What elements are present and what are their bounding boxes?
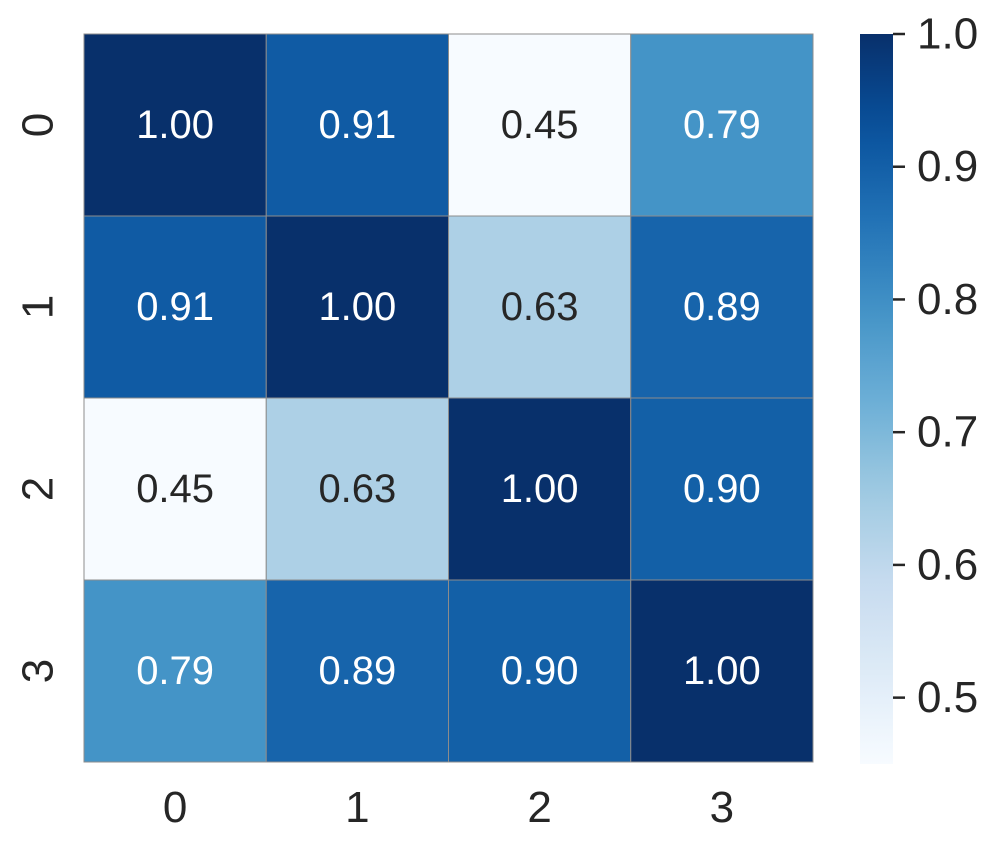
colorbar-tick-label-3: 0.8: [917, 275, 978, 324]
heatmap-cell-1-0: [83, 215, 267, 399]
x-tick-label-2: 2: [527, 783, 551, 832]
heatmap-cell-label-2-1: 0.63: [318, 467, 396, 511]
heatmap-cell-label-1-3: 0.89: [683, 285, 761, 329]
y-axis: 0 1 2 3: [14, 113, 63, 683]
y-tick-label-1: 1: [14, 295, 63, 319]
y-tick-label-0: 0: [14, 113, 63, 137]
y-tick-label-3: 3: [14, 659, 63, 683]
heatmap-cell-3-3: [630, 579, 814, 763]
colorbar-tick-label-1: 0.6: [917, 540, 978, 589]
y-tick-label-2: 2: [14, 477, 63, 501]
heatmap-cell-label-1-0: 0.91: [136, 285, 214, 329]
colorbar-tick-label-5: 1.0: [917, 10, 978, 59]
colorbar-tick-label-0: 0.5: [917, 673, 978, 722]
heatmap-cell-label-0-3: 0.79: [683, 103, 761, 147]
heatmap-cell-label-2-0: 0.45: [136, 467, 214, 511]
heatmap-cell-labels: 1.00 0.91 0.45 0.79 0.91 1.00 0.63 0.89 0.45 0.63…: [136, 103, 761, 693]
colorbar: 0.5 0.6 0.7 0.8 0.9 1.0: [860, 10, 978, 764]
x-axis: 0 1 2 3: [163, 783, 734, 832]
heatmap-cell-label-3-0: 0.79: [136, 649, 214, 693]
heatmap-cell-label-0-0: 1.00: [136, 103, 214, 147]
heatmap-cell-label-0-1: 0.91: [318, 103, 396, 147]
x-tick-label-0: 0: [163, 783, 187, 832]
colorbar-tick-label-2: 0.7: [917, 408, 978, 457]
heatmap-cell-2-1: [265, 397, 449, 581]
colorbar-gradient: [860, 34, 893, 764]
heatmap-cell-1-1: [265, 215, 449, 399]
heatmap-cell-0-3: [630, 33, 814, 217]
heatmap-cell-3-1: [265, 579, 449, 763]
heatmap-cell-2-3: [630, 397, 814, 581]
heatmap-cell-1-3: [630, 215, 814, 399]
heatmap-cell-label-1-2: 0.63: [501, 285, 579, 329]
heatmap-cell-label-3-3: 1.00: [683, 649, 761, 693]
heatmap-cell-1-2: [448, 215, 632, 399]
heatmap-cell-0-0: [83, 33, 267, 217]
heatmap-cell-0-2: [448, 33, 632, 217]
heatmap-cell-3-0: [83, 579, 267, 763]
heatmap-cell-label-2-2: 1.00: [501, 467, 579, 511]
heatmap-cell-label-1-1: 1.00: [318, 285, 396, 329]
heatmap-cell-label-3-2: 0.90: [501, 649, 579, 693]
heatmap-cell-label-3-1: 0.89: [318, 649, 396, 693]
colorbar-tick-label-4: 0.9: [917, 142, 978, 191]
x-tick-label-1: 1: [345, 783, 369, 832]
heatmap-cells: [83, 33, 814, 763]
heatmap-cell-label-0-2: 0.45: [501, 103, 579, 147]
heatmap-cell-0-1: [265, 33, 449, 217]
heatmap-cell-label-2-3: 0.90: [683, 467, 761, 511]
heatmap-cell-3-2: [448, 579, 632, 763]
x-tick-label-3: 3: [710, 783, 734, 832]
